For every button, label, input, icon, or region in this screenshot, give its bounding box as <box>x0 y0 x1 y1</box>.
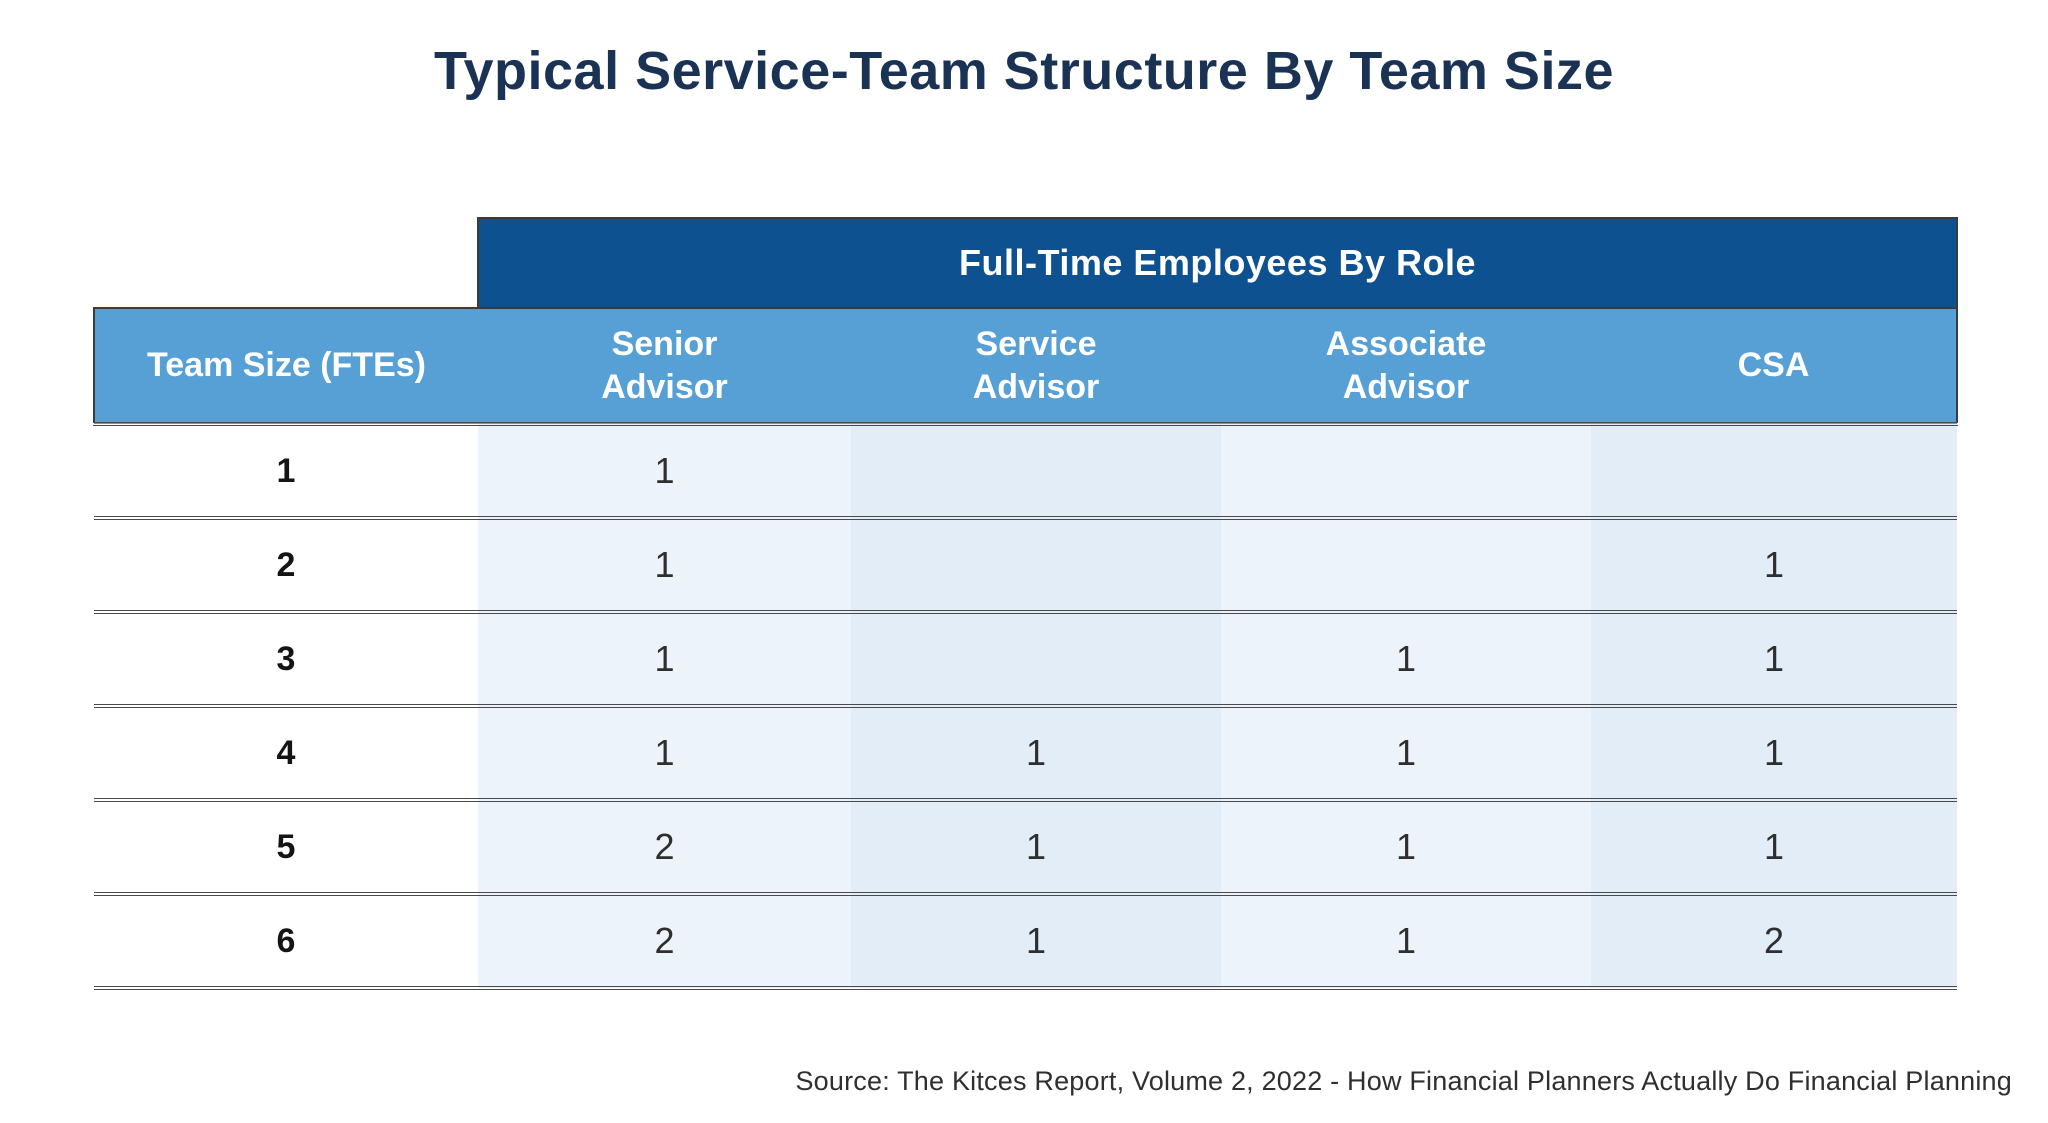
csa-cell: 2 <box>1591 894 1958 990</box>
service-team-table: Full-Time Employees By Role Team Size (F… <box>93 217 1959 990</box>
group-header-row: Full-Time Employees By Role <box>94 217 1959 308</box>
page-title: Typical Service-Team Structure By Team S… <box>434 41 1614 101</box>
senior-advisor-cell: 1 <box>478 424 851 520</box>
table-row: 1 1 <box>94 424 1958 520</box>
column-header-senior-advisor: Senior Advisor <box>478 307 851 426</box>
associate-advisor-cell: 1 <box>1221 612 1591 708</box>
service-advisor-cell: 1 <box>851 894 1221 990</box>
associate-advisor-cell: 1 <box>1221 894 1591 990</box>
team-size-cell: 6 <box>94 894 478 990</box>
associate-advisor-cell: 1 <box>1221 706 1591 802</box>
column-header-csa: CSA <box>1591 307 1959 426</box>
team-size-cell: 1 <box>94 424 478 520</box>
csa-cell: 1 <box>1591 518 1958 614</box>
team-size-cell: 4 <box>94 706 478 802</box>
service-advisor-cell <box>851 612 1221 708</box>
source-attribution: Source: The Kitces Report, Volume 2, 202… <box>795 1066 2012 1096</box>
team-size-cell: 3 <box>94 612 478 708</box>
associate-advisor-cell <box>1221 518 1591 614</box>
service-advisor-cell <box>851 424 1221 520</box>
service-advisor-cell: 1 <box>851 706 1221 802</box>
team-size-cell: 5 <box>94 800 478 896</box>
column-header-associate-advisor: Associate Advisor <box>1221 307 1591 426</box>
senior-advisor-cell: 1 <box>478 612 851 708</box>
csa-cell: 1 <box>1591 612 1958 708</box>
service-advisor-cell <box>851 518 1221 614</box>
csa-cell: 1 <box>1591 800 1958 896</box>
csa-cell <box>1591 424 1958 520</box>
table-row: 2 1 1 <box>94 518 1958 614</box>
table-row: 4 1 1 1 1 <box>94 706 1958 802</box>
table-row: 5 2 1 1 1 <box>94 800 1958 896</box>
associate-advisor-cell <box>1221 424 1591 520</box>
header-spacer-cell <box>94 218 478 308</box>
column-header-service-advisor: Service Advisor <box>851 307 1221 426</box>
column-header-team-size: Team Size (FTEs) <box>93 307 478 426</box>
csa-cell: 1 <box>1591 706 1958 802</box>
service-advisor-cell: 1 <box>851 800 1221 896</box>
senior-advisor-cell: 2 <box>478 800 851 896</box>
senior-advisor-cell: 2 <box>478 894 851 990</box>
team-size-cell: 2 <box>94 518 478 614</box>
senior-advisor-cell: 1 <box>478 518 851 614</box>
table-row: 6 2 1 1 2 <box>94 894 1958 990</box>
group-header-cell: Full-Time Employees By Role <box>476 217 1959 308</box>
senior-advisor-cell: 1 <box>478 706 851 802</box>
associate-advisor-cell: 1 <box>1221 800 1591 896</box>
column-header-row: Team Size (FTEs) Senior Advisor Service … <box>93 307 1959 426</box>
table-row: 3 1 1 1 <box>94 612 1958 708</box>
